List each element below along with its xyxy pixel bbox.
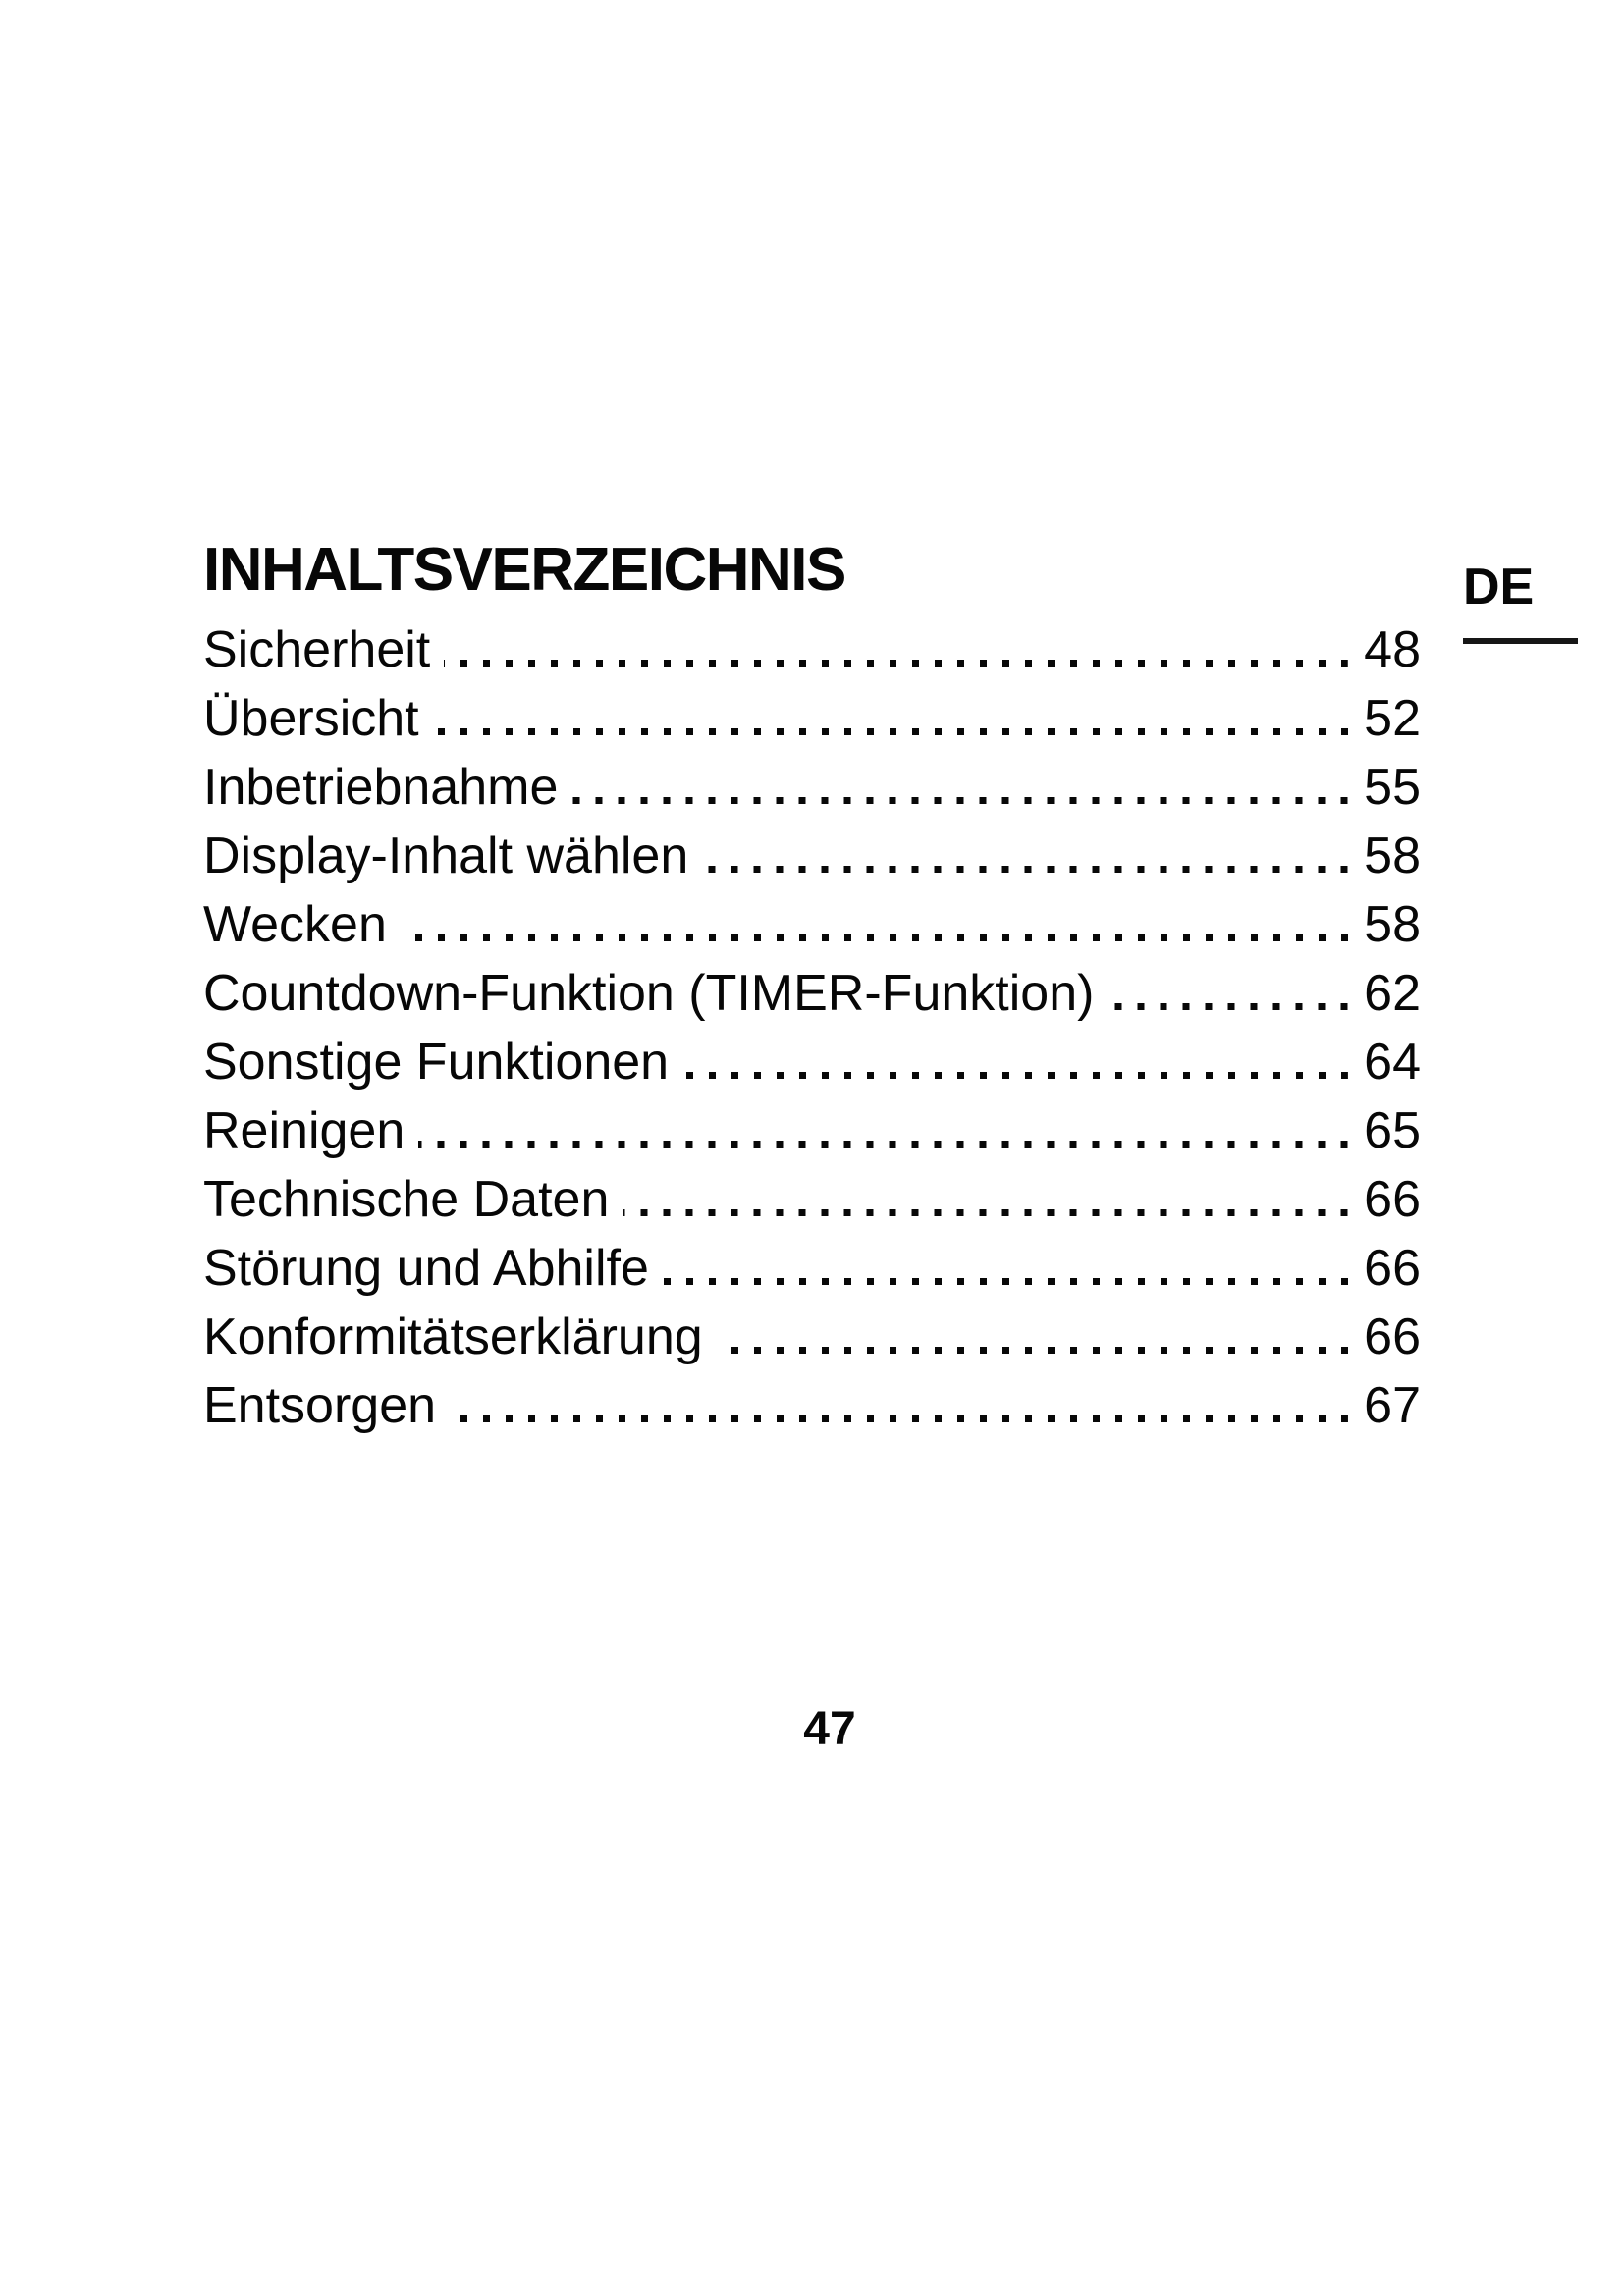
toc-entry-label: Technische Daten [203, 1171, 610, 1228]
toc-entry-page-number: 65 [1364, 1102, 1421, 1159]
toc-entry-label: Reinigen [203, 1102, 406, 1159]
toc-entry-label: Entsorgen [203, 1377, 437, 1434]
toc-entry-label: Konformitätserklärung [203, 1308, 703, 1365]
dot-leader [702, 864, 1348, 873]
dot-leader [450, 1414, 1348, 1422]
toc-entry-label: Countdown-Funktion (TIMER-Funktion) [203, 965, 1095, 1022]
toc-entry-page-number: 64 [1364, 1034, 1421, 1091]
toc-row: Störung und Abhilfe 66 [203, 1234, 1421, 1303]
toc-entry-page-number: 58 [1364, 828, 1421, 884]
table-of-contents: Sicherheit 48 Übersicht 52 Inbetriebnahme 55 D… [203, 615, 1421, 1440]
toc-entry-label: Störung und Abhilfe [203, 1240, 649, 1297]
toc-entry-label: Display-Inhalt wählen [203, 828, 689, 884]
toc-entry-page-number: 66 [1364, 1308, 1421, 1365]
toc-row: Entsorgen 67 [203, 1371, 1421, 1440]
dot-leader [716, 1345, 1348, 1354]
page-number-footer: 47 [803, 1703, 856, 1755]
dot-leader [418, 1139, 1348, 1148]
dot-leader [1108, 1001, 1348, 1010]
toc-row: Konformitätserklärung 66 [203, 1303, 1421, 1371]
toc-row: Wecken 58 [203, 890, 1421, 959]
toc-row: Sicherheit 48 [203, 615, 1421, 684]
dot-leader [682, 1070, 1348, 1079]
language-badge: DE [1463, 561, 1578, 644]
toc-entry-page-number: 48 [1364, 621, 1421, 678]
toc-entry-page-number: 55 [1364, 759, 1421, 816]
toc-row: Sonstige Funktionen 64 [203, 1028, 1421, 1096]
toc-entry-page-number: 58 [1364, 896, 1421, 953]
toc-entry-label: Sonstige Funktionen [203, 1034, 670, 1091]
toc-row: Technische Daten 66 [203, 1165, 1421, 1234]
dot-leader [571, 795, 1348, 804]
toc-row: Inbetriebnahme 55 [203, 753, 1421, 822]
toc-entry-label: Sicherheit [203, 621, 431, 678]
toc-row: Countdown-Funktion (TIMER-Funktion) 62 [203, 959, 1421, 1028]
toc-entry-page-number: 52 [1364, 690, 1421, 747]
toc-entry-page-number: 62 [1364, 965, 1421, 1022]
toc-entry-label: Inbetriebnahme [203, 759, 559, 816]
toc-entry-label: Wecken [203, 896, 387, 953]
toc-row: Display-Inhalt wählen 58 [203, 822, 1421, 890]
toc-row: Reinigen 65 [203, 1096, 1421, 1165]
page-title: INHALTSVERZEICHNIS [203, 535, 846, 604]
toc-entry-page-number: 66 [1364, 1240, 1421, 1297]
dot-leader [444, 658, 1348, 667]
toc-entry-page-number: 66 [1364, 1171, 1421, 1228]
toc-row: Übersicht 52 [203, 684, 1421, 753]
dot-leader [400, 933, 1348, 941]
dot-leader [432, 726, 1348, 735]
toc-entry-page-number: 67 [1364, 1377, 1421, 1434]
toc-entry-label: Übersicht [203, 690, 419, 747]
dot-leader [623, 1207, 1348, 1216]
dot-leader [662, 1276, 1348, 1285]
